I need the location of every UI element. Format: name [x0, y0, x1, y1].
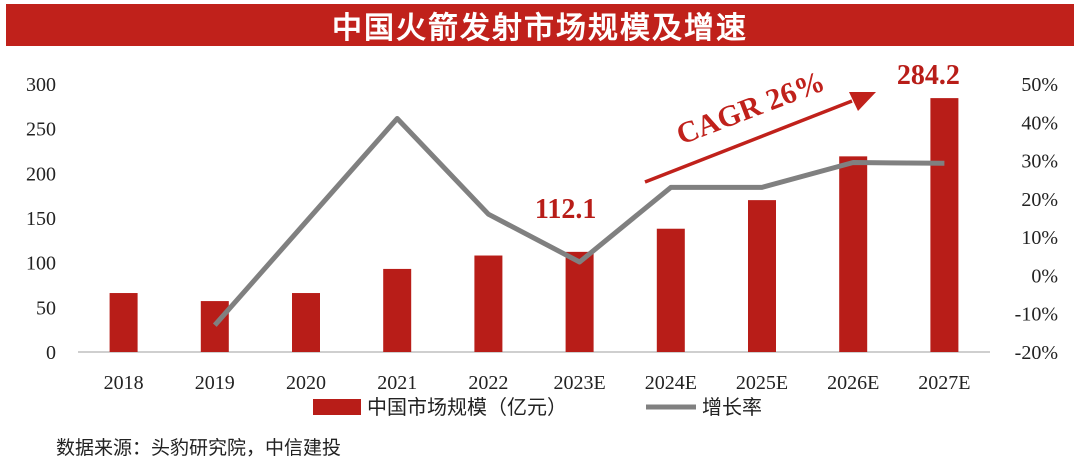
- y-left-tick-label: 200: [26, 163, 56, 185]
- bar-2022: [474, 255, 503, 352]
- legend-label-line: 增长率: [702, 395, 762, 419]
- bar-2024E: [656, 228, 685, 352]
- x-tick-label: 2024E: [645, 372, 697, 394]
- y-left-tick-label: 150: [26, 208, 56, 230]
- x-tick-label: 2019: [195, 372, 235, 394]
- y-left-tick-label: 0: [46, 342, 56, 364]
- cagr-arrow-line: [644, 99, 853, 184]
- x-tick-label: 2020: [286, 372, 326, 394]
- x-tick-label: 2018: [104, 372, 144, 394]
- y-right-tick-label: 10%: [1021, 227, 1058, 249]
- data-label-2027E: 284.2: [897, 60, 960, 91]
- y-left-tick-label: 300: [26, 74, 56, 96]
- bar-2023E: [565, 251, 594, 352]
- y-right-tick-label: -10%: [1015, 304, 1058, 326]
- bar-2027E: [930, 98, 959, 352]
- data-label-2023E: 112.1: [535, 194, 596, 225]
- y-left-tick-label: 100: [26, 253, 56, 275]
- legend-label-bar: 中国市场规模（亿元）: [367, 395, 567, 419]
- x-tick-label: 2022: [468, 372, 508, 394]
- y-right-tick-label: 30%: [1021, 151, 1058, 173]
- x-tick-label: 2021: [377, 372, 417, 394]
- y-right-tick-label: 20%: [1021, 189, 1058, 211]
- bar-2018: [109, 293, 138, 352]
- y-right-tick-label: 0%: [1031, 265, 1058, 287]
- y-right-tick-label: -20%: [1015, 342, 1058, 364]
- y-left-tick-label: 50: [36, 297, 56, 319]
- y-right-tick-label: 50%: [1021, 74, 1058, 96]
- y-right-tick-label: 40%: [1021, 112, 1058, 134]
- growth-rate-line: [212, 116, 945, 327]
- y-left-tick-label: 250: [26, 119, 56, 141]
- x-tick-label: 2026E: [827, 372, 879, 394]
- bar-2019: [200, 301, 229, 352]
- bar-2025E: [748, 200, 776, 352]
- bar-2020: [292, 293, 320, 352]
- x-tick-label: 2023E: [553, 372, 605, 394]
- legend-swatch-bar: [313, 399, 361, 415]
- cagr-label: CAGR 26%: [672, 65, 829, 152]
- source-note: 数据来源：头豹研究院，中信建投: [56, 437, 342, 459]
- bar-2021: [383, 268, 412, 352]
- x-tick-label: 2027E: [918, 372, 970, 394]
- bar-2026E: [839, 156, 868, 352]
- chart-title-bar: 中国火箭发射市场规模及增速: [6, 4, 1074, 46]
- x-tick-label: 2025E: [736, 372, 788, 394]
- chart-title: 中国火箭发射市场规模及增速: [332, 11, 748, 46]
- cagr-arrow-head: [849, 92, 876, 111]
